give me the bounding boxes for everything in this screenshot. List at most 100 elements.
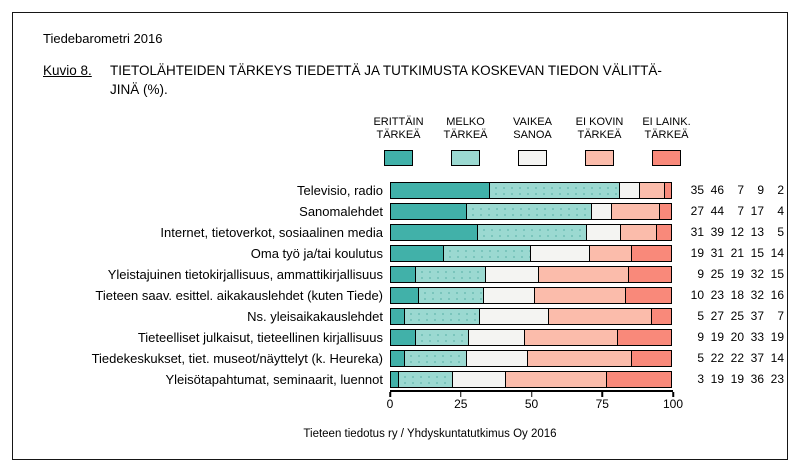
row-values: 10 23 18 32 16 [684,285,784,306]
category-label: Tiedekeskukset, tiet. museot/näyttelyt (… [91,351,383,366]
bar-segment-ei-kovin-tarkea [639,183,666,198]
value-vaikea-sanoa: 20 [730,330,744,344]
value-vaikea-sanoa: 7 [737,183,744,197]
value-melko-tarkea: 31 [710,246,724,260]
tick-mark [672,392,674,397]
tick-label: 75 [595,397,609,411]
bar-segment-ei-laink-tarkea [628,267,671,282]
legend-swatch-vaikea-sanoa [518,150,547,166]
bar-segment-erittain-tarkea [391,372,400,387]
stacked-bar [390,371,672,388]
value-erittain-tarkea: 9 [697,330,704,344]
bar-segment-ei-laink-tarkea [651,309,671,324]
value-ei-kovin-tarkea: 17 [750,204,764,218]
category-label: Yleistajuinen tietokirjallisuus, ammatti… [107,267,383,282]
bar-segment-ei-kovin-tarkea [505,372,607,387]
tick-label: 100 [662,397,684,411]
legend-item-erittain-tarkea: ERITTÄIN TÄRKEÄ [365,116,432,166]
source-credit: Tieteen tiedotus ry / Yhdyskuntatutkimus… [303,428,557,440]
bar-segment-ei-kovin-tarkea [549,309,652,324]
chart-row: Internet, tietoverkot, sosiaalinen media… [40,222,790,243]
value-ei-kovin-tarkea: 37 [750,309,764,323]
chart-row: Televisio, radio 35 46 7 9 2 [40,180,790,201]
value-vaikea-sanoa: 21 [730,246,744,260]
value-erittain-tarkea: 31 [690,225,704,239]
tick-label: 25 [454,397,468,411]
value-ei-laink-tarkea: 14 [770,351,784,365]
category-label: Oma työ ja/tai koulutus [250,246,383,261]
figure-border [12,12,788,460]
bar-segment-ei-laink-tarkea [606,372,671,387]
legend-item-ei-kovin-tarkea: EI KOVIN TÄRKEÄ [566,116,633,166]
bar-segment-vaikea-sanoa [591,204,612,219]
value-ei-kovin-tarkea: 32 [750,288,764,302]
bar-segment-ei-kovin-tarkea [589,246,632,261]
row-values: 35 46 7 9 2 [684,180,784,201]
bar-segment-vaikea-sanoa [486,267,540,282]
value-ei-laink-tarkea: 7 [777,309,784,323]
value-ei-laink-tarkea: 16 [770,288,784,302]
value-vaikea-sanoa: 12 [730,225,744,239]
figure-header: Kuvio 8. TIETOLÄHTEIDEN TÄRKEYS TIEDETTÄ… [43,61,753,99]
value-vaikea-sanoa: 19 [730,267,744,281]
bar-segment-erittain-tarkea [391,183,490,198]
category-label: Internet, tietoverkot, sosiaalinen media [160,225,383,240]
row-values: 5 27 25 37 7 [684,306,784,327]
bar-segment-ei-kovin-tarkea [611,204,660,219]
bar-segment-melko-tarkea [404,309,480,324]
stacked-bar [390,287,672,304]
bar-segment-erittain-tarkea [391,225,478,240]
category-label: Tieteen saav. esittel. aikakauslehdet (k… [95,288,383,303]
tick-mark [530,392,533,397]
value-ei-kovin-tarkea: 9 [757,183,764,197]
value-melko-tarkea: 39 [710,225,724,239]
value-vaikea-sanoa: 25 [730,309,744,323]
bar-segment-melko-tarkea [477,225,587,240]
bar-segment-ei-laink-tarkea [656,225,671,240]
legend: ERITTÄIN TÄRKEÄ MELKO TÄRKEÄ VAIKEA SANO… [365,116,700,166]
value-ei-kovin-tarkea: 33 [750,330,764,344]
category-label: Ns. yleisaikakauslehdet [247,309,383,324]
bar-segment-vaikea-sanoa [469,330,526,345]
legend-swatch-ei-laink-tarkea [652,150,681,166]
category-label: Televisio, radio [297,183,383,198]
bar-segment-melko-tarkea [416,267,487,282]
legend-label: VAIKEA SANOA [513,116,552,141]
bar-segment-vaikea-sanoa [620,183,640,198]
bar-segment-erittain-tarkea [391,309,405,324]
row-values: 27 44 7 17 4 [684,201,784,222]
bar-segment-ei-laink-tarkea [665,183,671,198]
chart-row: Tiedekeskukset, tiet. museot/näyttelyt (… [40,348,790,369]
value-erittain-tarkea: 27 [690,204,704,218]
chart-row: Ns. yleisaikakauslehdet 5 27 25 37 7 [40,306,790,327]
bar-segment-melko-tarkea [399,372,453,387]
bar-segment-vaikea-sanoa [586,225,621,240]
bar-segment-ei-laink-tarkea [625,288,671,303]
value-melko-tarkea: 22 [710,351,724,365]
tick-mark [601,392,603,397]
tick-label: 0 [386,397,394,411]
bars-area: Televisio, radio 35 46 7 9 2 Sanomalehdet 27 44 7… [40,180,790,390]
stacked-bar [390,308,672,325]
bar-segment-ei-laink-tarkea [659,204,671,219]
bar-segment-erittain-tarkea [391,267,417,282]
value-melko-tarkea: 25 [710,267,724,281]
bar-segment-ei-kovin-tarkea [528,351,632,366]
bar-segment-vaikea-sanoa [484,288,536,303]
value-melko-tarkea: 44 [710,204,724,218]
row-values: 5 22 22 37 14 [684,348,784,369]
value-melko-tarkea: 19 [710,372,724,386]
stacked-bar [390,224,672,241]
figure-number-label: Kuvio 8. [43,63,92,78]
value-ei-kovin-tarkea: 37 [750,351,764,365]
value-erittain-tarkea: 5 [697,309,704,323]
chart-row: Tieteen saav. esittel. aikakauslehdet (k… [40,285,790,306]
bar-segment-ei-laink-tarkea [617,330,671,345]
figure-title-line1: TIETOLÄHTEIDEN TÄRKEYS TIEDETTÄ JA TUTKI… [110,63,662,78]
value-vaikea-sanoa: 18 [730,288,744,302]
bar-segment-ei-kovin-tarkea [539,267,629,282]
value-melko-tarkea: 46 [710,183,724,197]
legend-label: EI LAINK. TÄRKEÄ [642,116,691,141]
row-values: 9 25 19 32 15 [684,264,784,285]
bar-segment-vaikea-sanoa [466,351,529,366]
